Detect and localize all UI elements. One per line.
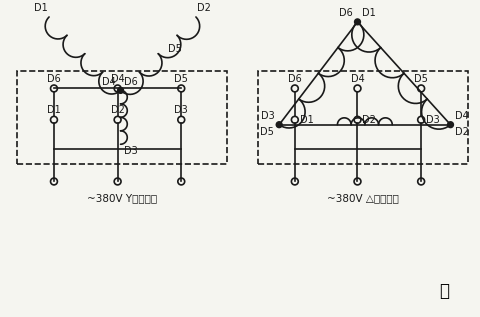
Text: ~380V △形接线法: ~380V △形接线法 xyxy=(327,193,399,203)
Circle shape xyxy=(276,122,282,128)
Text: D2: D2 xyxy=(456,126,469,137)
Text: D4: D4 xyxy=(102,77,116,87)
Text: D6: D6 xyxy=(47,74,61,84)
Text: D1: D1 xyxy=(35,3,48,13)
Circle shape xyxy=(355,19,360,25)
Text: D3: D3 xyxy=(174,105,188,115)
Text: D3: D3 xyxy=(124,146,138,156)
Bar xyxy=(17,71,227,164)
Text: D1: D1 xyxy=(47,105,61,115)
Text: D1: D1 xyxy=(300,115,313,125)
Text: D2: D2 xyxy=(362,115,376,125)
Text: D2: D2 xyxy=(111,105,124,115)
Text: D5: D5 xyxy=(174,74,188,84)
Text: D5: D5 xyxy=(260,126,274,137)
Text: D4: D4 xyxy=(456,111,469,121)
Text: D6: D6 xyxy=(288,74,302,84)
Text: D3: D3 xyxy=(426,115,440,125)
Text: ~380V Y形接线法: ~380V Y形接线法 xyxy=(87,193,157,203)
Text: D3: D3 xyxy=(261,111,274,121)
Text: D5: D5 xyxy=(414,74,428,84)
Text: D5: D5 xyxy=(168,44,182,54)
Text: D1: D1 xyxy=(362,8,376,18)
Text: D4: D4 xyxy=(350,74,364,84)
Circle shape xyxy=(118,87,123,93)
Text: D6: D6 xyxy=(124,77,138,87)
Bar xyxy=(258,71,468,164)
Circle shape xyxy=(447,122,454,128)
Text: D2: D2 xyxy=(197,3,211,13)
Text: D4: D4 xyxy=(111,74,124,84)
Text: D6: D6 xyxy=(339,8,353,18)
